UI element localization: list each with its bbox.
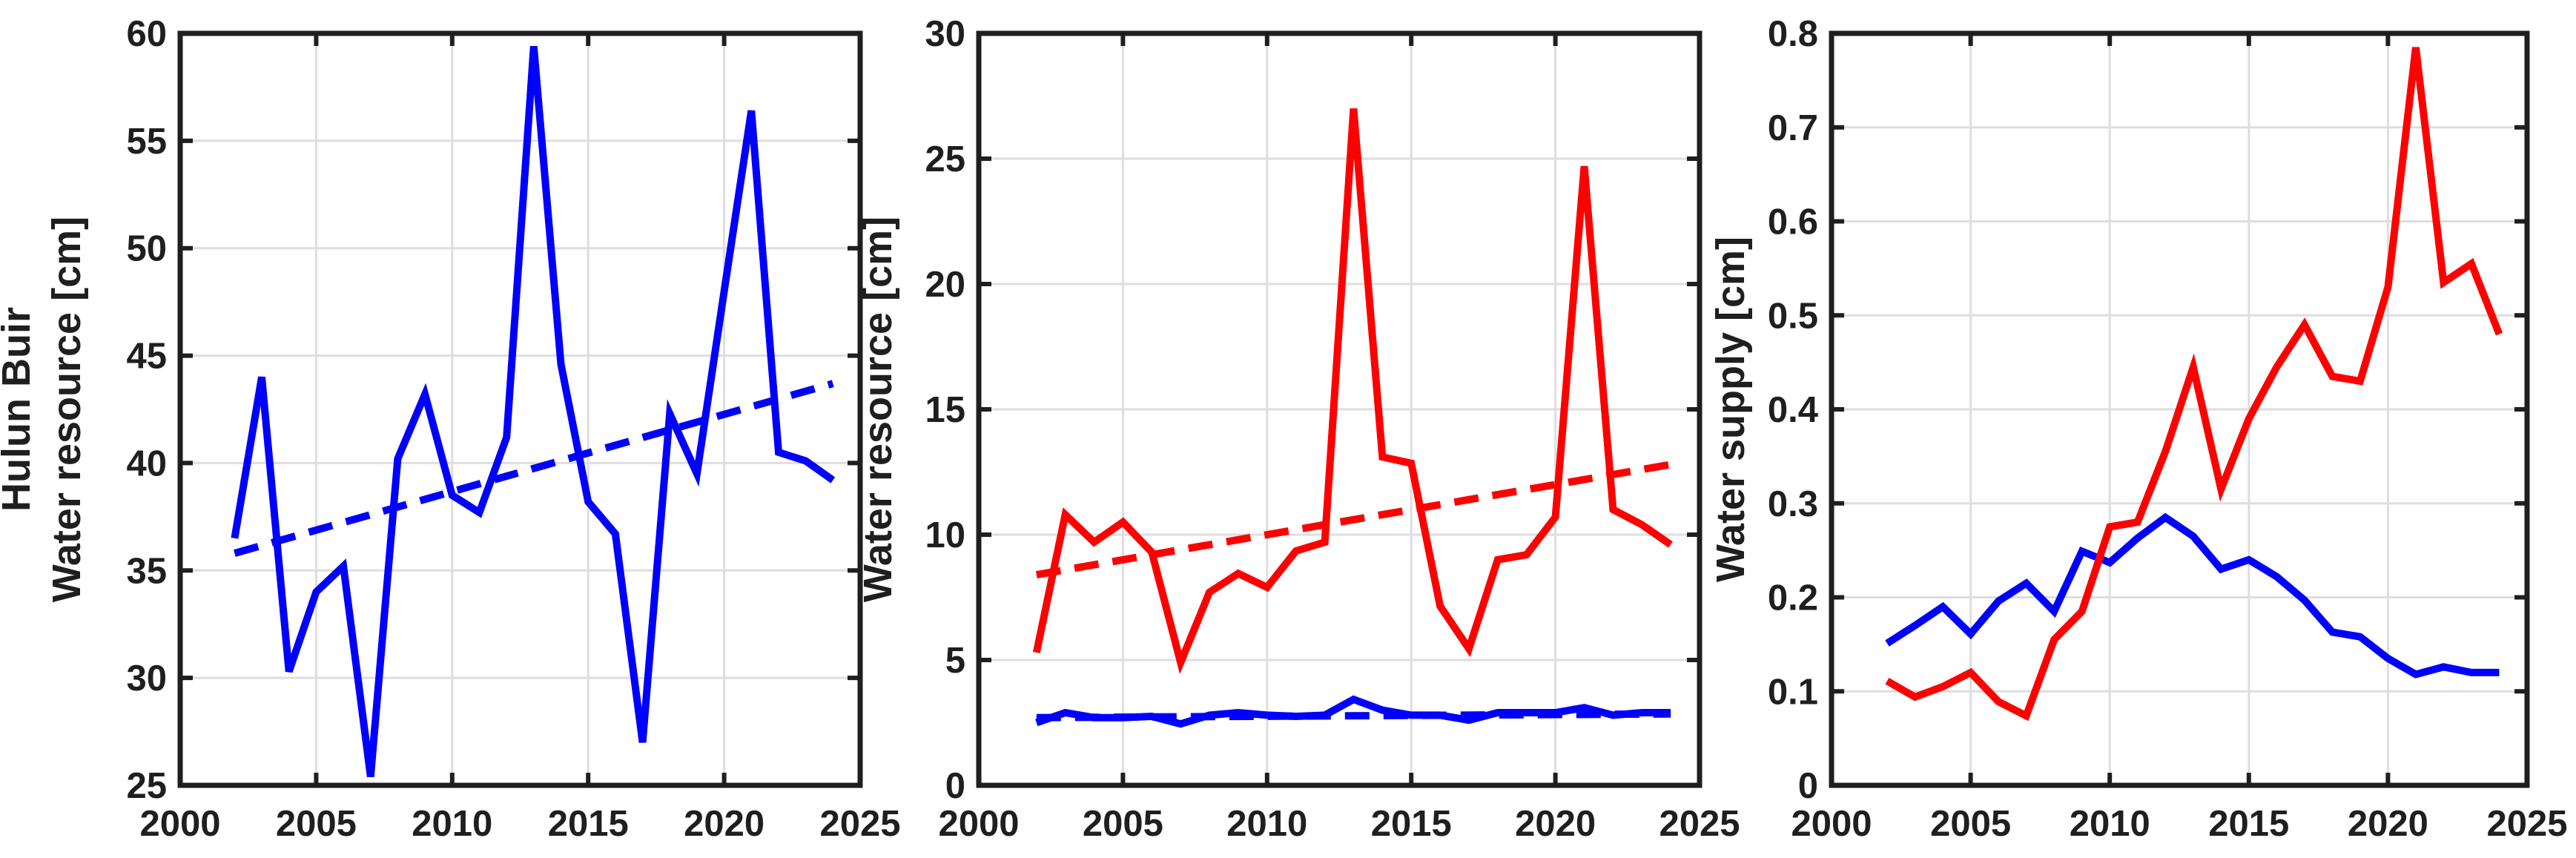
x-tick-label: 2010 xyxy=(1226,804,1307,844)
series-red-solid xyxy=(1032,108,1673,675)
series-blue-solid xyxy=(1035,695,1671,728)
x-tick-label: 2015 xyxy=(2208,804,2289,844)
series-blue-dashed-trend xyxy=(234,380,834,557)
y-tick-label: 20 xyxy=(925,265,965,305)
x-tick-label: 2020 xyxy=(1515,804,1596,844)
x-tick-label: 2000 xyxy=(139,804,220,844)
y-tick-label: 5 xyxy=(945,641,965,681)
y-tick-label: 0 xyxy=(945,766,965,806)
y-tick-label: 0.5 xyxy=(1768,296,1818,336)
chart-panel-hulun-buir-water-resource: 2000 2005 2010 2015 2020 2025 25 30 35 40 45 50 55 60… xyxy=(0,14,901,844)
series-blue-dashed-trend xyxy=(1036,710,1671,722)
x-tick-label: 2015 xyxy=(548,804,629,844)
x-tick-label: 2010 xyxy=(412,804,492,844)
x-tick-label: 2025 xyxy=(819,804,900,844)
y-tick-label: 45 xyxy=(126,337,167,377)
y-tick-label: 30 xyxy=(126,659,167,699)
x-tick-label: 2005 xyxy=(1083,804,1163,844)
x-tick-label: 2020 xyxy=(684,804,764,844)
y-tick-label: 0.1 xyxy=(1768,672,1818,712)
y-tick-label: 0.3 xyxy=(1768,484,1818,524)
x-tick-label: 2015 xyxy=(1371,804,1452,844)
series-blue-solid xyxy=(1885,512,2500,679)
y-tick-label: 25 xyxy=(925,139,965,179)
x-tick-label: 2020 xyxy=(2348,804,2428,844)
y-tick-label: 0.2 xyxy=(1768,578,1818,618)
x-tick-label: 2025 xyxy=(1659,804,1740,844)
x-tick-label: 2000 xyxy=(938,804,1019,844)
chart-panel-water-resource: 2000 2005 2010 2015 2020 2025051015202530Wate… xyxy=(856,14,1740,844)
y-tick-label: 25 xyxy=(126,766,167,806)
y-tick-label: 55 xyxy=(126,122,167,162)
y-tick-label: 50 xyxy=(126,229,167,269)
y-tick-label: 40 xyxy=(126,443,167,484)
axes-box xyxy=(177,30,863,788)
y-tick-label: 0.4 xyxy=(1768,390,1818,430)
y-tick-label: 30 xyxy=(925,14,965,54)
y-tick-label: 0.7 xyxy=(1768,108,1818,148)
y-tick-label: 0.6 xyxy=(1768,202,1818,242)
x-tick-label: 2000 xyxy=(1791,804,1872,844)
x-tick-label: 2005 xyxy=(1930,804,2011,844)
x-tick-label: 2025 xyxy=(2486,804,2567,844)
y-axis-label: Hulun Buir xyxy=(0,307,39,512)
y-axis-label: Water resource [cm] xyxy=(44,217,89,602)
y-tick-label: 15 xyxy=(925,390,965,430)
y-tick-label: 60 xyxy=(126,14,167,54)
series-blue-solid xyxy=(231,45,836,778)
series-red-solid xyxy=(1885,47,2503,722)
y-tick-label: 35 xyxy=(126,551,167,591)
chart-panel-water-supply: 2000 2005 2010 2015 2020 2025 0 0.1 0.2 0.3 0.4 0.5… xyxy=(1708,14,2568,844)
series-red-dashed-trend xyxy=(1035,461,1671,579)
y-tick-label: 0.8 xyxy=(1768,14,1818,54)
y-axis-label: Water supply [cm] xyxy=(1708,237,1753,582)
y-axis-label: Water resource [cm] xyxy=(856,217,900,602)
x-tick-label: 2005 xyxy=(276,804,357,844)
y-tick-label: 10 xyxy=(925,515,965,555)
x-tick-label: 2010 xyxy=(2070,804,2150,844)
y-tick-label: 0 xyxy=(1798,766,1818,806)
